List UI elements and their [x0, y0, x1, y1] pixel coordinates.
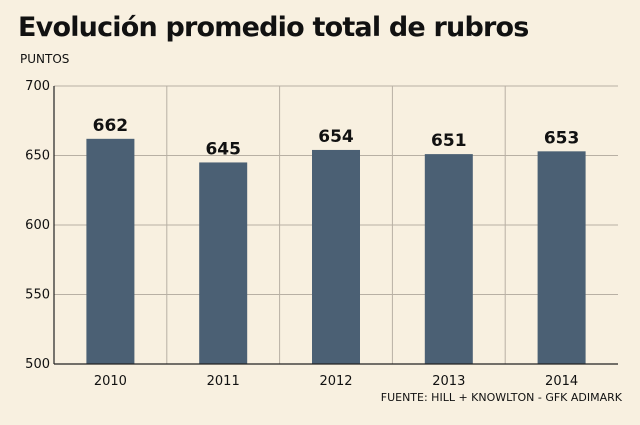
chart-title: Evolución promedio total de rubros	[18, 12, 529, 43]
y-tick-label: 650	[25, 149, 50, 164]
y-tick-label: 700	[25, 79, 50, 94]
bar-2011	[199, 162, 248, 364]
bar-2014	[537, 151, 586, 364]
bar-2013	[424, 154, 473, 364]
data-label-2012: 654	[318, 127, 354, 147]
x-tick-label-2013: 2013	[432, 374, 465, 389]
data-label-2010: 662	[93, 116, 129, 136]
data-label-2011: 645	[205, 139, 241, 159]
data-label-2013: 651	[431, 131, 467, 151]
bar-2010	[86, 138, 135, 364]
x-tick-label-2012: 2012	[319, 374, 352, 389]
bar-2012	[312, 149, 360, 364]
axes	[53, 86, 618, 365]
y-tick-label: 600	[25, 218, 50, 233]
data-label-2014: 653	[544, 128, 580, 148]
x-tick-label-2010: 2010	[94, 374, 127, 389]
y-tick-label: 500	[25, 357, 50, 372]
x-tick-label-2011: 2011	[207, 374, 240, 389]
labels: 500 550 600 650 700 662 2010 645 2011 654 2012 651 2…	[25, 79, 579, 389]
x-tick-label-2014: 2014	[545, 374, 578, 389]
y-tick-label: 550	[25, 288, 50, 303]
source-note: FUENTE: HILL + KNOWLTON - GFK ADIMARK	[380, 391, 622, 404]
bars	[86, 138, 586, 364]
y-axis-unit-label: PUNTOS	[20, 52, 70, 66]
